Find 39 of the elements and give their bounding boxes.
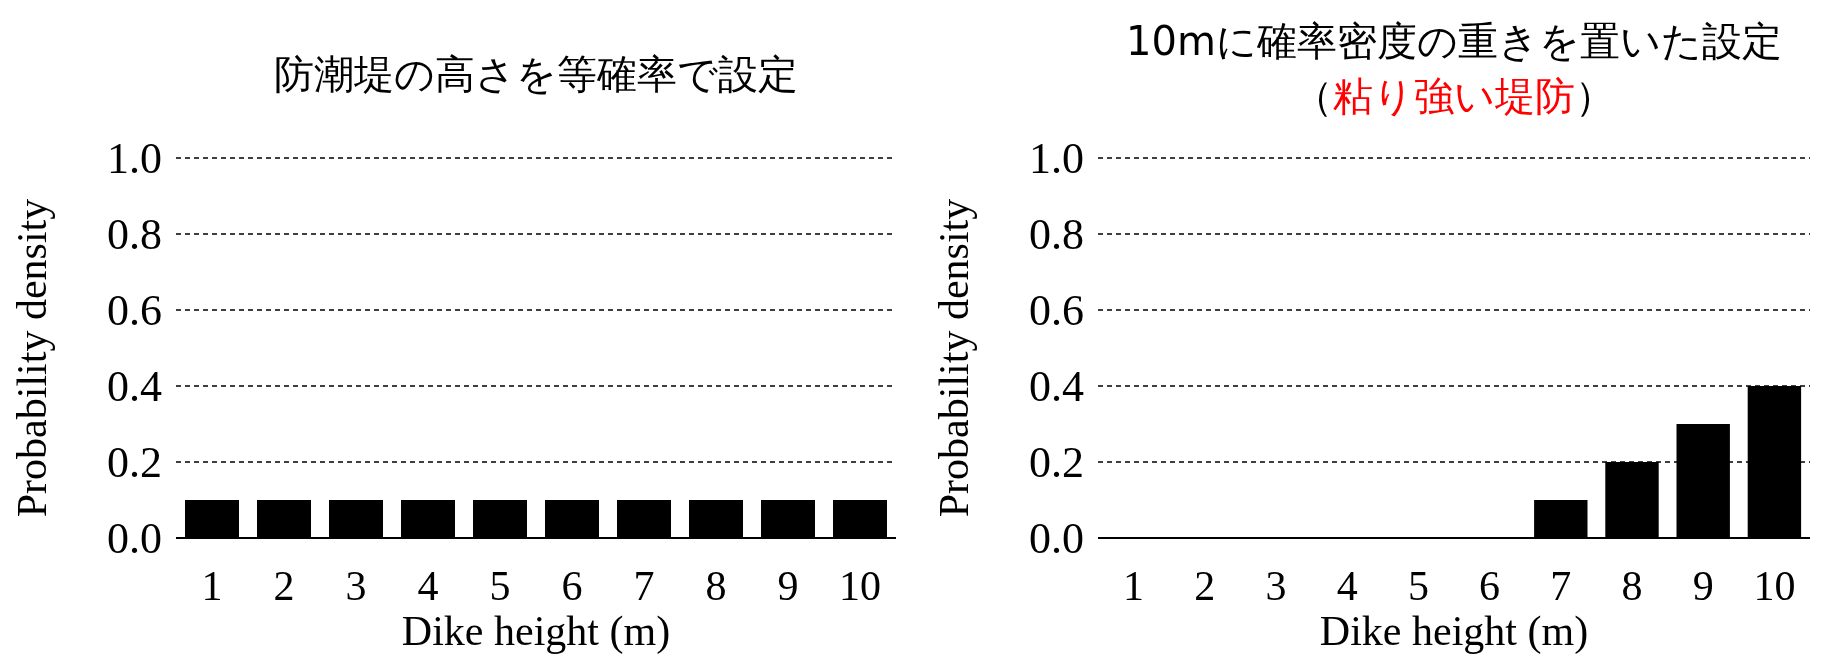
y-tick-label: 0.6 <box>1029 286 1084 335</box>
x-tick-label: 4 <box>417 563 439 609</box>
x-tick-label: 9 <box>1692 563 1714 609</box>
x-tick-label: 5 <box>1407 563 1429 609</box>
x-tick-label: 5 <box>489 563 511 609</box>
x-tick-label: 8 <box>705 563 727 609</box>
x-tick-label: 1 <box>1123 563 1145 609</box>
x-tick-label: 2 <box>1194 563 1216 609</box>
y-axis-title: Probability density <box>9 198 55 518</box>
y-tick-label: 0.8 <box>1029 210 1084 259</box>
x-tick-label: 7 <box>633 563 655 609</box>
x-tick-label: 6 <box>1479 563 1501 609</box>
x-axis-title: Dike height (m) <box>401 608 671 655</box>
y-tick-label: 1.0 <box>1029 134 1084 183</box>
y-tick-label: 0.4 <box>107 362 162 411</box>
x-tick-label: 10 <box>1753 563 1796 609</box>
chart-title: 10mに確率密度の重きを置いた設定 <box>1126 18 1782 64</box>
y-tick-label: 0.8 <box>107 210 162 259</box>
x-tick-label: 3 <box>345 563 367 609</box>
y-tick-label: 0.4 <box>1029 362 1084 411</box>
chart-title: 防潮堤の高さを等確率で設定 <box>274 51 798 97</box>
x-tick-label: 2 <box>273 563 295 609</box>
x-tick-label: 6 <box>561 563 583 609</box>
y-tick-label: 1.0 <box>107 134 162 183</box>
x-tick-label: 3 <box>1265 563 1287 609</box>
x-tick-label: 9 <box>777 563 799 609</box>
x-tick-label: 1 <box>201 563 223 609</box>
x-tick-label: 10 <box>839 563 881 609</box>
x-tick-label: 4 <box>1336 563 1358 609</box>
chart-subtitle: （粘り強い堤防） <box>1293 73 1615 119</box>
y-tick-label: 0.2 <box>1029 438 1084 487</box>
x-tick-label: 7 <box>1550 563 1572 609</box>
y-tick-label: 0.0 <box>1029 514 1084 563</box>
x-tick-label: 8 <box>1621 563 1643 609</box>
y-tick-label: 0.6 <box>107 286 162 335</box>
y-tick-label: 0.0 <box>107 514 162 563</box>
y-axis-title: Probability density <box>931 198 977 518</box>
x-axis-title: Dike height (m) <box>1319 608 1589 655</box>
y-tick-label: 0.2 <box>107 438 162 487</box>
